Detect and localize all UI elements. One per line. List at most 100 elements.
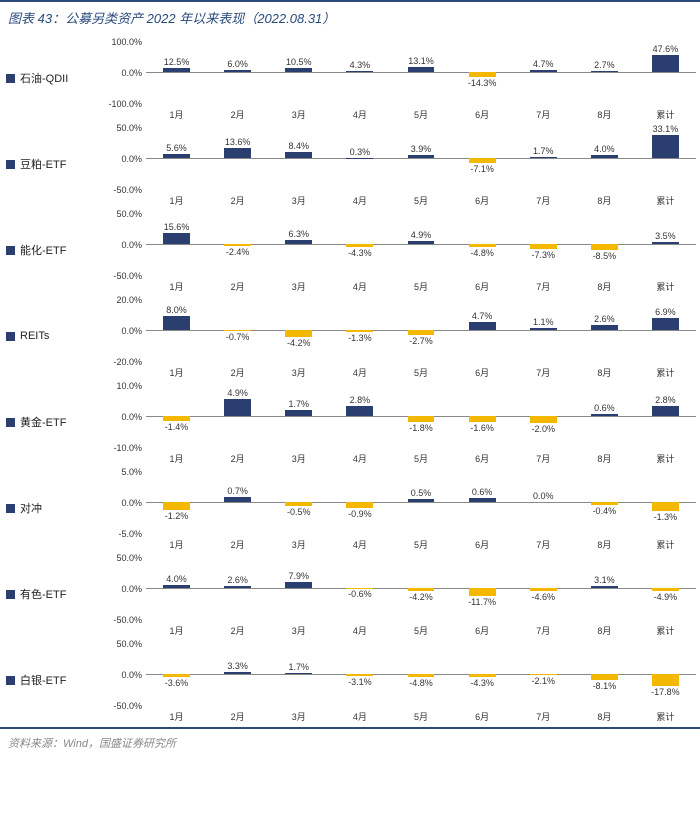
chart-area: 50.0%0.0%-50.0%5.6%13.6%8.4%0.3%3.9%-7.1… [98, 121, 700, 207]
bar-slot: -0.4% [574, 467, 635, 537]
bar-value-label: -1.3% [604, 511, 700, 522]
x-tick-label: 4月 [353, 538, 367, 551]
series-legend: 白银-ETF [0, 672, 98, 688]
x-tick-label: 6月 [475, 108, 489, 121]
series-row: 能化-ETF50.0%0.0%-50.0%15.6%-2.4%6.3%-4.3%… [0, 207, 700, 293]
bar-slot: 0.6% [574, 381, 635, 451]
x-tick-label: 8月 [597, 194, 611, 207]
y-tick-label: -5.0% [98, 529, 142, 539]
bar-slot: -2.1% [513, 639, 574, 709]
x-tick-label: 8月 [597, 366, 611, 379]
chart-container: 图表 43：公募另类资产 2022 年以来表现（2022.08.31） 石油-Q… [0, 0, 700, 729]
bar [408, 67, 435, 72]
legend-label: 黄金-ETF [20, 414, 66, 430]
bar [163, 502, 190, 510]
bar-slot: 13.6% [207, 123, 268, 193]
bar-slot: 3.1% [574, 553, 635, 623]
bar-slot: 4.9% [390, 209, 451, 279]
series-row: 白银-ETF50.0%0.0%-50.0%-3.6%3.3%1.7%-3.1%-… [0, 637, 700, 723]
bar-value-label: 2.8% [604, 395, 700, 406]
bar-slot: -1.3% [329, 295, 390, 365]
y-tick-label: -50.0% [98, 615, 142, 625]
bars-region: -1.4%4.9%1.7%2.8%-1.8%-1.6%-2.0%0.6%2.8% [146, 381, 696, 451]
x-tick-label: 7月 [536, 452, 550, 465]
x-tick-label: 1月 [170, 538, 184, 551]
bar [163, 316, 190, 330]
y-tick-label: 5.0% [98, 467, 142, 477]
bar-slot: 1.1% [513, 295, 574, 365]
x-tick-label: 5月 [414, 452, 428, 465]
chart-area: 50.0%0.0%-50.0%4.0%2.6%7.9%-0.6%-4.2%-11… [98, 551, 700, 637]
bar [591, 586, 618, 588]
y-tick-label: -50.0% [98, 701, 142, 711]
x-tick-label: 2月 [231, 366, 245, 379]
bars-region: -1.2%0.7%-0.5%-0.9%0.5%0.6%0.0%-0.4%-1.3… [146, 467, 696, 537]
bar-slot: 10.5% [268, 37, 329, 107]
series-legend: 石油-QDII [0, 70, 98, 86]
bar-slot: -2.0% [513, 381, 574, 451]
x-tick-label: 3月 [292, 452, 306, 465]
x-tick-label: 8月 [597, 710, 611, 723]
x-tick-label: 4月 [353, 108, 367, 121]
y-tick-label: 0.0% [98, 498, 142, 508]
bars-region: 12.5%6.0%10.5%4.3%13.1%-14.3%4.7%2.7%47.… [146, 37, 696, 107]
series-row: 石油-QDII100.0%0.0%-100.0%12.5%6.0%10.5%4.… [0, 35, 700, 121]
bar [408, 155, 435, 158]
x-axis-labels: 1月2月3月4月5月6月7月8月累计 [146, 452, 696, 465]
bar [346, 406, 373, 416]
bar-slot: -2.7% [390, 295, 451, 365]
series-legend: 对冲 [0, 500, 98, 516]
bar [652, 674, 679, 686]
x-tick-label: 2月 [231, 452, 245, 465]
y-tick-label: 0.0% [98, 326, 142, 336]
x-tick-label: 8月 [597, 624, 611, 637]
bars-region: -3.6%3.3%1.7%-3.1%-4.8%-4.3%-2.1%-8.1%-1… [146, 639, 696, 709]
x-tick-label: 3月 [292, 194, 306, 207]
series-legend: 能化-ETF [0, 242, 98, 258]
legend-square-icon [6, 160, 15, 169]
bar-slot: 2.8% [329, 381, 390, 451]
bar [224, 497, 251, 502]
x-tick-label: 3月 [292, 538, 306, 551]
bar-slot: 2.6% [207, 553, 268, 623]
y-tick-label: 10.0% [98, 381, 142, 391]
x-tick-label: 4月 [353, 194, 367, 207]
x-tick-label: 7月 [536, 710, 550, 723]
bar-slot: -4.2% [268, 295, 329, 365]
chart-area: 20.0%0.0%-20.0%8.0%-0.7%-4.2%-1.3%-2.7%4… [98, 293, 700, 379]
bar-slot: 1.7% [268, 381, 329, 451]
x-tick-label: 2月 [231, 194, 245, 207]
bar-slot: -4.3% [452, 639, 513, 709]
x-axis-labels: 1月2月3月4月5月6月7月8月累计 [146, 624, 696, 637]
x-tick-label: 8月 [597, 452, 611, 465]
y-tick-label: 50.0% [98, 553, 142, 563]
bar-slot: 3.9% [390, 123, 451, 193]
bar [652, 55, 679, 72]
bars-region: 5.6%13.6%8.4%0.3%3.9%-7.1%1.7%4.0%33.1% [146, 123, 696, 193]
y-axis-labels: 50.0%0.0%-50.0% [98, 207, 144, 293]
bar-slot: 2.8% [635, 381, 696, 451]
x-tick-label: 累计 [656, 710, 674, 723]
x-tick-label: 4月 [353, 452, 367, 465]
y-tick-label: -10.0% [98, 443, 142, 453]
bar-slot: -4.9% [635, 553, 696, 623]
x-tick-label: 4月 [353, 280, 367, 293]
bars-region: 15.6%-2.4%6.3%-4.3%4.9%-4.8%-7.3%-8.5%3.… [146, 209, 696, 279]
x-tick-label: 2月 [231, 710, 245, 723]
x-tick-label: 4月 [353, 366, 367, 379]
bar-value-label: -17.8% [604, 686, 700, 697]
series-rows: 石油-QDII100.0%0.0%-100.0%12.5%6.0%10.5%4.… [0, 35, 700, 723]
bar-slot: 33.1% [635, 123, 696, 193]
x-tick-label: 累计 [656, 108, 674, 121]
y-tick-label: -20.0% [98, 357, 142, 367]
x-tick-label: 7月 [536, 624, 550, 637]
y-tick-label: 50.0% [98, 209, 142, 219]
x-axis-labels: 1月2月3月4月5月6月7月8月累计 [146, 108, 696, 121]
bar-slot: 4.7% [452, 295, 513, 365]
bar [163, 154, 190, 158]
bar-slot: -8.5% [574, 209, 635, 279]
bar-slot: -4.2% [390, 553, 451, 623]
bar-slot: 8.4% [268, 123, 329, 193]
bar-slot: -17.8% [635, 639, 696, 709]
bar-slot: -1.2% [146, 467, 207, 537]
